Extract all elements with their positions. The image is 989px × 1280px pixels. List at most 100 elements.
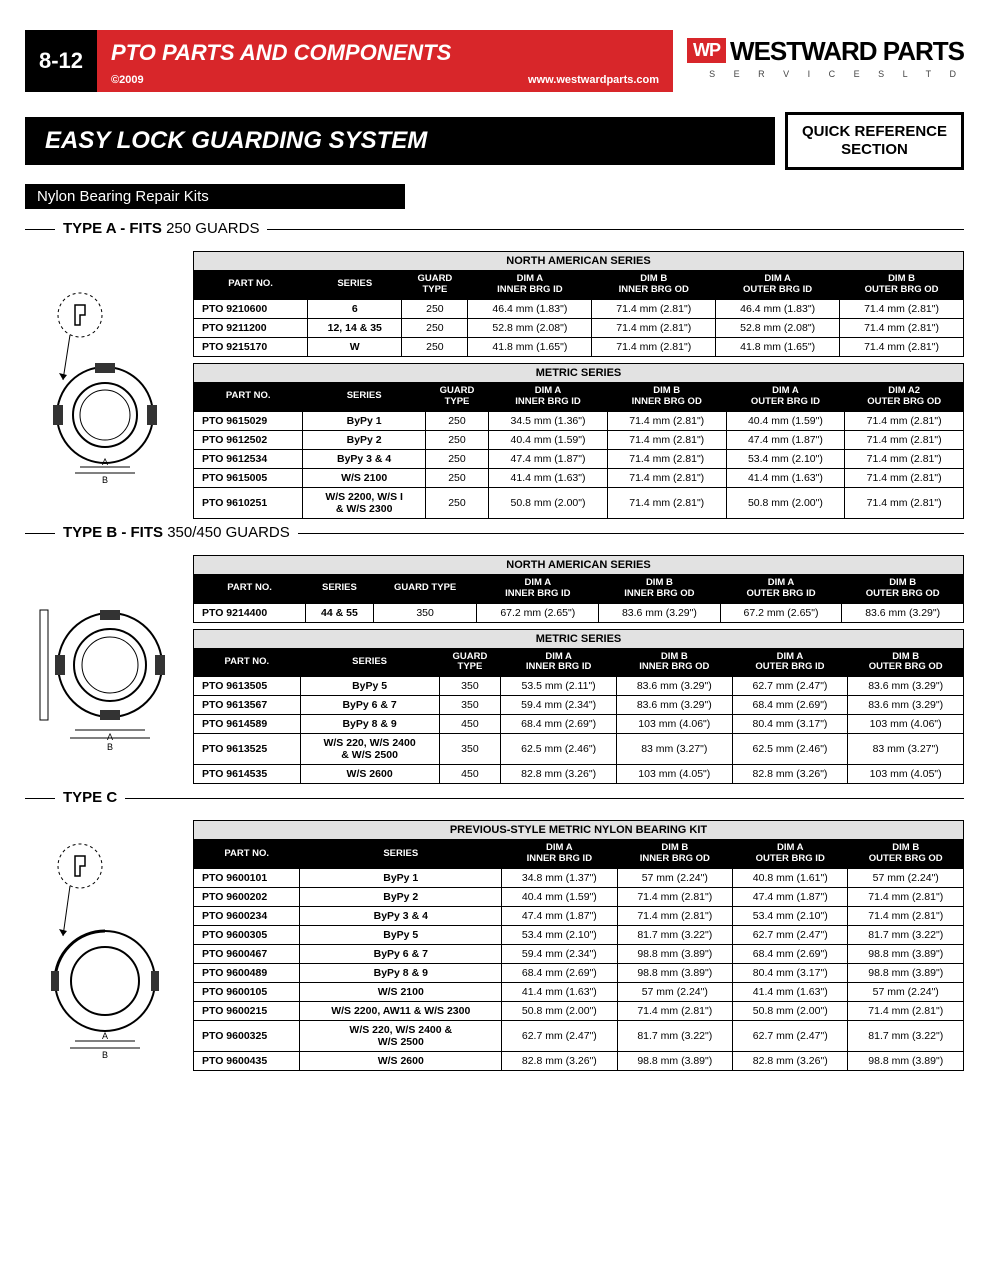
table-cell: 250: [402, 337, 468, 356]
section-bar: EASY LOCK GUARDING SYSTEM QUICK REFERENC…: [25, 112, 964, 170]
table-cell: ByPy 2: [303, 430, 425, 449]
table-cell: 46.4 mm (1.83"): [468, 299, 592, 318]
table-cell: 250: [425, 487, 488, 518]
table-row: PTO 9600202ByPy 240.4 mm (1.59")71.4 mm …: [194, 888, 964, 907]
table-cell: 98.8 mm (3.89"): [848, 1052, 964, 1071]
table-cell: PTO 9613567: [194, 696, 301, 715]
type-b-divider: TYPE B - FITS 350/450 GUARDS: [25, 533, 964, 551]
table-cell: PTO 9600202: [194, 888, 300, 907]
table-cell: 83.6 mm (3.29"): [599, 603, 721, 622]
table-row: PTO 9600489ByPy 8 & 968.4 mm (2.69") 98.8…: [194, 964, 964, 983]
table-row: PTO 921440044 & 5535067.2 mm (2.65")83.6…: [194, 603, 964, 622]
table-cell: 34.5 mm (1.36"): [489, 411, 608, 430]
col-header: DIM AOUTER BRG ID: [720, 574, 842, 603]
table-cell: 57 mm (2.24"): [848, 869, 964, 888]
table-cell: ByPy 1: [303, 411, 425, 430]
table-cell: W/S 2100: [303, 468, 425, 487]
table-row: PTO 9600105W/S 210041.4 mm (1.63")57 mm …: [194, 983, 964, 1002]
table-cell: PTO 9600489: [194, 964, 300, 983]
table-cell: W/S 2200, W/S I& W/S 2300: [303, 487, 425, 518]
table-cell: 250: [425, 411, 488, 430]
type-a-divider: TYPE A - FITS 250 GUARDS: [25, 229, 964, 247]
table-cell: 82.8 mm (3.26"): [501, 765, 617, 784]
table-cell: 50.8 mm (2.00"): [726, 487, 845, 518]
table-cell: 41.8 mm (1.65"): [468, 337, 592, 356]
table-cell: 71.4 mm (2.81"): [607, 430, 726, 449]
table-row: PTO 9612534ByPy 3 & 425047.4 mm (1.87")7…: [194, 449, 964, 468]
table-cell: ByPy 8 & 9: [300, 715, 439, 734]
col-header: GUARD TYPE: [373, 574, 477, 603]
table-cell: 82.8 mm (3.26"): [732, 765, 848, 784]
table-cell: 53.5 mm (2.11"): [501, 677, 617, 696]
table-cell: 57 mm (2.24"): [617, 869, 732, 888]
table-cell: 47.4 mm (1.87"): [726, 430, 845, 449]
table-cell: 83 mm (3.27"): [848, 734, 964, 765]
table-cell: W: [308, 337, 402, 356]
table-cell: 71.4 mm (2.81"): [845, 449, 964, 468]
type-c-divider: TYPE C: [25, 798, 964, 816]
table-cell: 62.7 mm (2.47"): [733, 1021, 848, 1052]
table-cell: ByPy 6 & 7: [300, 696, 439, 715]
subheader: Nylon Bearing Repair Kits: [25, 184, 405, 209]
table-cell: 81.7 mm (3.22"): [617, 1021, 732, 1052]
table-cell: ByPy 8 & 9: [300, 964, 502, 983]
table-cell: 52.8 mm (2.08"): [468, 318, 592, 337]
table-cell: PTO 9600467: [194, 945, 300, 964]
table-cell: 12, 14 & 35: [308, 318, 402, 337]
table-row: PTO 9600234ByPy 3 & 447.4 mm (1.87")71.4…: [194, 907, 964, 926]
col-header: DIM BOUTER BRG OD: [842, 574, 964, 603]
table-cell: 62.7 mm (2.47"): [732, 677, 848, 696]
table-cell: 98.8 mm (3.89"): [617, 945, 732, 964]
table-cell: ByPy 2: [300, 888, 502, 907]
table-cell: 62.7 mm (2.47"): [733, 926, 848, 945]
col-header: DIM BINNER BRG OD: [616, 648, 732, 677]
table-cell: 41.4 mm (1.63"): [726, 468, 845, 487]
table-row: PTO 9613567ByPy 6 & 735059.4 mm (2.34")8…: [194, 696, 964, 715]
table-cell: 34.8 mm (1.37"): [502, 869, 617, 888]
table-title: NORTH AMERICAN SERIES: [194, 555, 964, 574]
col-header: SERIES: [306, 574, 374, 603]
table-cell: 103 mm (4.06"): [616, 715, 732, 734]
table-cell: W/S 2600: [300, 765, 439, 784]
bearing-diagram-a-icon: B A: [25, 275, 185, 495]
type-b-diagram: A B: [25, 555, 185, 785]
table-cell: 80.4 mm (3.17"): [732, 715, 848, 734]
table-cell: 40.4 mm (1.59"): [489, 430, 608, 449]
table-cell: 67.2 mm (2.65"): [477, 603, 599, 622]
top-header: 8-12 PTO PARTS AND COMPONENTS ©2009 www.…: [25, 30, 964, 92]
bearing-diagram-c-icon: A B: [25, 826, 185, 1066]
type-b-metric-table: METRIC SERIESPART NO.SERIESGUARDTYPEDIM …: [193, 629, 964, 785]
table-cell: 71.4 mm (2.81"): [840, 337, 964, 356]
type-c-diagram: A B: [25, 820, 185, 1071]
type-a-label: TYPE A - FITS 250 GUARDS: [55, 220, 267, 237]
table-cell: 98.8 mm (3.89"): [848, 964, 964, 983]
col-header: PART NO.: [194, 574, 306, 603]
table-row: PTO 9600325W/S 220, W/S 2400 &W/S 250062…: [194, 1021, 964, 1052]
table-cell: 81.7 mm (3.22"): [617, 926, 732, 945]
table-cell: 83.6 mm (3.29"): [848, 677, 964, 696]
svg-text:B: B: [102, 475, 108, 485]
table-row: PTO 9613505ByPy 535053.5 mm (2.11")83.6 …: [194, 677, 964, 696]
col-header: DIM BINNER BRG OD: [599, 574, 721, 603]
table-cell: PTO 9600305: [194, 926, 300, 945]
col-header: PART NO.: [194, 382, 303, 411]
copyright: ©2009: [111, 74, 144, 86]
table-cell: PTO 9615005: [194, 468, 303, 487]
table-cell: 50.8 mm (2.00"): [733, 1002, 848, 1021]
col-header: DIM AOUTER BRG ID: [732, 648, 848, 677]
logo-subtitle: S E R V I C E S L T D: [687, 69, 964, 79]
section-title: EASY LOCK GUARDING SYSTEM: [25, 117, 775, 165]
type-a-diagram: B A: [25, 251, 185, 519]
table-cell: 71.4 mm (2.81"): [848, 1002, 964, 1021]
table-cell: 68.4 mm (2.69"): [502, 964, 617, 983]
col-header: DIM BINNER BRG OD: [607, 382, 726, 411]
svg-text:B: B: [102, 1050, 108, 1060]
type-b-label: TYPE B - FITS 350/450 GUARDS: [55, 524, 298, 541]
table-cell: 350: [439, 696, 501, 715]
table-cell: 57 mm (2.24"): [617, 983, 732, 1002]
col-header: SERIES: [300, 648, 439, 677]
table-cell: PTO 9211200: [194, 318, 308, 337]
table-cell: 103 mm (4.06"): [848, 715, 964, 734]
table-row: PTO 9600101ByPy 134.8 mm (1.37")57 mm (2…: [194, 869, 964, 888]
table-cell: PTO 9614535: [194, 765, 301, 784]
